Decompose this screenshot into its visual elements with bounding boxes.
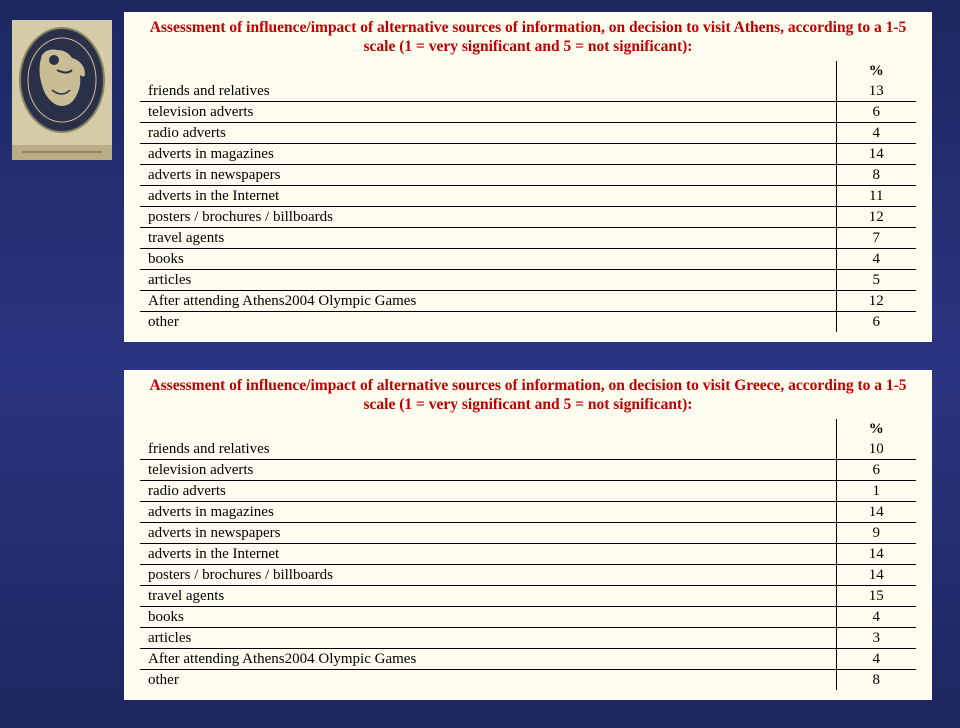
row-label: adverts in newspapers	[140, 522, 836, 543]
row-value: 4	[836, 122, 916, 143]
row-value: 14	[836, 501, 916, 522]
table-row: adverts in the Internet14	[140, 543, 916, 564]
row-value: 10	[836, 439, 916, 460]
table-row: posters / brochures / billboards12	[140, 206, 916, 227]
empty-header-cell	[140, 419, 836, 439]
row-label: adverts in the Internet	[140, 543, 836, 564]
row-label: radio adverts	[140, 480, 836, 501]
row-value: 14	[836, 543, 916, 564]
row-label: After attending Athens2004 Olympic Games	[140, 648, 836, 669]
row-value: 15	[836, 585, 916, 606]
row-value: 13	[836, 81, 916, 102]
row-value: 9	[836, 522, 916, 543]
row-value: 1	[836, 480, 916, 501]
info-box-greece: Assessment of influence/impact of altern…	[124, 370, 932, 700]
row-label: adverts in newspapers	[140, 164, 836, 185]
table-row: books4	[140, 248, 916, 269]
row-value: 8	[836, 164, 916, 185]
row-label: other	[140, 311, 836, 332]
row-label: adverts in magazines	[140, 143, 836, 164]
table-row: friends and relatives10	[140, 439, 916, 460]
row-value: 8	[836, 669, 916, 690]
row-label: travel agents	[140, 585, 836, 606]
row-value: 6	[836, 459, 916, 480]
row-value: 5	[836, 269, 916, 290]
table-athens: % friends and relatives13television adve…	[140, 61, 916, 332]
row-value: 7	[836, 227, 916, 248]
table-row: adverts in magazines14	[140, 501, 916, 522]
row-value: 14	[836, 143, 916, 164]
row-label: books	[140, 248, 836, 269]
table-row: adverts in the Internet11	[140, 185, 916, 206]
table-row: adverts in newspapers9	[140, 522, 916, 543]
row-value: 3	[836, 627, 916, 648]
row-value: 12	[836, 206, 916, 227]
row-value: 4	[836, 648, 916, 669]
table-row: adverts in newspapers8	[140, 164, 916, 185]
empty-header-cell	[140, 61, 836, 81]
table-header-row: %	[140, 419, 916, 439]
row-label: television adverts	[140, 459, 836, 480]
row-label: television adverts	[140, 101, 836, 122]
table-row: travel agents15	[140, 585, 916, 606]
row-label: adverts in magazines	[140, 501, 836, 522]
row-label: posters / brochures / billboards	[140, 206, 836, 227]
table-row: radio adverts1	[140, 480, 916, 501]
table-row: travel agents7	[140, 227, 916, 248]
table-header-row: %	[140, 61, 916, 81]
row-label: other	[140, 669, 836, 690]
table-row: radio adverts4	[140, 122, 916, 143]
table2-title: Assessment of influence/impact of altern…	[140, 376, 916, 415]
row-value: 11	[836, 185, 916, 206]
percent-header: %	[836, 419, 916, 439]
row-label: After attending Athens2004 Olympic Games	[140, 290, 836, 311]
info-box-athens: Assessment of influence/impact of altern…	[124, 12, 932, 342]
table-row: other8	[140, 669, 916, 690]
row-value: 6	[836, 101, 916, 122]
row-value: 4	[836, 606, 916, 627]
row-label: friends and relatives	[140, 81, 836, 102]
row-value: 14	[836, 564, 916, 585]
row-value: 12	[836, 290, 916, 311]
table-row: adverts in magazines14	[140, 143, 916, 164]
percent-header: %	[836, 61, 916, 81]
row-label: radio adverts	[140, 122, 836, 143]
table-row: friends and relatives13	[140, 81, 916, 102]
emblem-image	[12, 20, 112, 160]
table-row: television adverts6	[140, 459, 916, 480]
row-label: travel agents	[140, 227, 836, 248]
row-label: posters / brochures / billboards	[140, 564, 836, 585]
table-row: articles3	[140, 627, 916, 648]
table-row: other6	[140, 311, 916, 332]
table-row: books4	[140, 606, 916, 627]
table-row: After attending Athens2004 Olympic Games…	[140, 648, 916, 669]
row-label: friends and relatives	[140, 439, 836, 460]
table-row: television adverts6	[140, 101, 916, 122]
row-value: 4	[836, 248, 916, 269]
table1-title: Assessment of influence/impact of altern…	[140, 18, 916, 57]
table-row: After attending Athens2004 Olympic Games…	[140, 290, 916, 311]
row-label: articles	[140, 269, 836, 290]
table-greece: % friends and relatives10television adve…	[140, 419, 916, 690]
row-value: 6	[836, 311, 916, 332]
content-area: Assessment of influence/impact of altern…	[112, 0, 960, 728]
row-label: articles	[140, 627, 836, 648]
row-label: books	[140, 606, 836, 627]
table-row: articles5	[140, 269, 916, 290]
row-label: adverts in the Internet	[140, 185, 836, 206]
table-row: posters / brochures / billboards14	[140, 564, 916, 585]
